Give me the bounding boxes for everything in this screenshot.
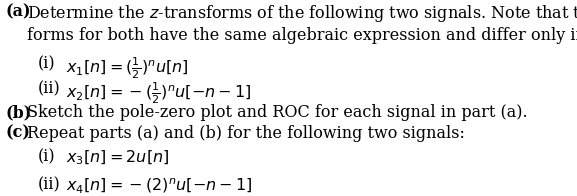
Text: $x_4[n] = -(2)^n u[-n-1]$: $x_4[n] = -(2)^n u[-n-1]$ [66, 176, 252, 195]
Text: (c): (c) [6, 124, 31, 142]
Text: $x_3[n] = 2u[n]$: $x_3[n] = 2u[n]$ [66, 149, 169, 167]
Text: (b): (b) [6, 104, 32, 121]
Text: $x_1[n] = (\frac{1}{2})^n u[n]$: $x_1[n] = (\frac{1}{2})^n u[n]$ [66, 55, 188, 81]
Text: $x_2[n] = -(\frac{1}{2})^n u[-n-1]$: $x_2[n] = -(\frac{1}{2})^n u[-n-1]$ [66, 81, 251, 106]
Text: (i): (i) [38, 149, 55, 166]
Text: (a): (a) [6, 3, 31, 20]
Text: Repeat parts (a) and (b) for the following two signals:: Repeat parts (a) and (b) for the followi… [28, 124, 466, 142]
Text: Sketch the pole-zero plot and ROC for each signal in part (a).: Sketch the pole-zero plot and ROC for ea… [28, 104, 528, 121]
Text: (ii): (ii) [38, 176, 61, 193]
Text: forms for both have the same algebraic expression and differ only in the ROC.: forms for both have the same algebraic e… [28, 27, 577, 44]
Text: (i): (i) [38, 55, 55, 73]
Text: (ii): (ii) [38, 81, 61, 98]
Text: Determine the $z$-transforms of the following two signals. Note that the $z$-tra: Determine the $z$-transforms of the foll… [28, 3, 577, 24]
